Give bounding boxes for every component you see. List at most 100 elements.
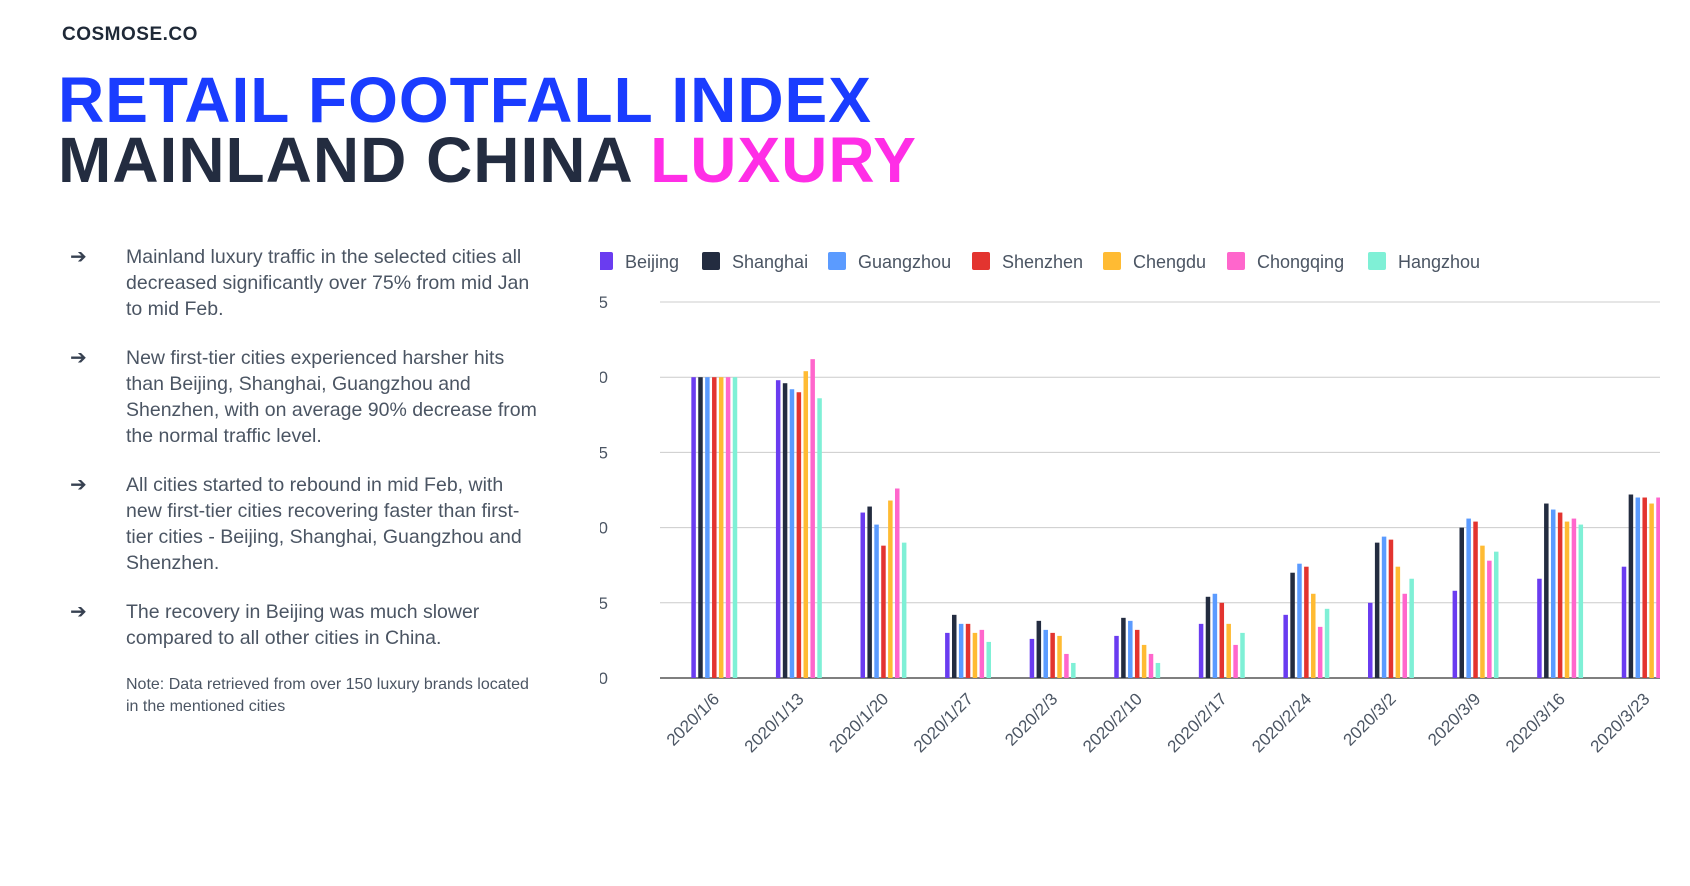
bar-hangzhou-2 (901, 542, 907, 678)
bar-chengdu-11 (1649, 503, 1654, 678)
bar-beijing-4 (1029, 638, 1035, 678)
bar-chengdu-2 (888, 500, 893, 678)
legend-label-shenzhen: Shenzhen (1002, 252, 1083, 272)
bar-chengdu-10 (1564, 521, 1570, 678)
bullet-item: ➔ All cities started to rebound in mid F… (70, 472, 540, 576)
bullet-list: ➔ Mainland luxury traffic in the selecte… (70, 244, 540, 718)
bar-shanghai-11 (1628, 494, 1634, 678)
bar-hangzhou-0 (732, 377, 738, 678)
bar-chongqing-3 (979, 629, 985, 678)
bar-guangzhou-10 (1550, 509, 1556, 678)
legend-swatch-shanghai (702, 252, 720, 270)
y-tick-label: 50 (600, 519, 608, 538)
legend-label-chongqing: Chongqing (1257, 252, 1344, 272)
bullet-text: The recovery in Beijing was much slower … (126, 601, 480, 649)
legend-swatch-hangzhou (1368, 252, 1386, 270)
bar-hangzhou-4 (1071, 662, 1076, 678)
bar-chengdu-9 (1480, 545, 1485, 678)
bar-beijing-2 (860, 512, 866, 678)
x-tick-label: 2020/2/17 (1164, 689, 1231, 756)
legend-swatch-guangzhou (828, 252, 846, 270)
bar-guangzhou-11 (1635, 497, 1641, 678)
legend-label-hangzhou: Hangzhou (1398, 252, 1480, 272)
title-line2-accent: LUXURY (650, 124, 917, 196)
legend-swatch-chongqing (1227, 252, 1245, 270)
bar-chengdu-8 (1395, 566, 1401, 678)
bar-guangzhou-9 (1466, 518, 1471, 678)
bar-beijing-8 (1368, 602, 1373, 678)
bar-beijing-1 (775, 380, 781, 678)
footnote: Note: Data retrieved from over 150 luxur… (126, 676, 529, 715)
bar-hangzhou-3 (986, 641, 991, 678)
bar-shanghai-9 (1459, 527, 1464, 678)
bar-shanghai-4 (1036, 620, 1042, 678)
bar-chengdu-5 (1141, 644, 1147, 678)
x-tick-label: 2020/3/16 (1502, 689, 1569, 756)
bar-chongqing-4 (1064, 653, 1069, 678)
bar-beijing-6 (1198, 623, 1204, 678)
y-tick-label: 75 (600, 443, 608, 462)
bar-chongqing-2 (895, 488, 900, 678)
y-tick-label: 125 (600, 293, 608, 312)
x-tick-label: 2020/2/3 (1001, 689, 1061, 749)
bullet-text: Mainland luxury traffic in the selected … (126, 246, 530, 320)
bar-beijing-11 (1621, 566, 1627, 678)
bar-chongqing-9 (1487, 560, 1492, 678)
arrow-right-icon: ➔ (70, 601, 87, 623)
bar-guangzhou-8 (1381, 536, 1387, 678)
bar-chongqing-5 (1148, 653, 1154, 678)
bar-chengdu-6 (1226, 623, 1231, 678)
bar-hangzhou-1 (817, 398, 822, 678)
bar-shanghai-3 (951, 614, 957, 678)
bar-shanghai-1 (782, 383, 788, 678)
bar-hangzhou-6 (1240, 632, 1245, 678)
bar-shenzhen-2 (881, 545, 886, 678)
bar-shanghai-2 (867, 506, 872, 678)
bar-guangzhou-2 (874, 524, 879, 678)
x-tick-label: 2020/3/23 (1587, 689, 1654, 756)
bar-shenzhen-11 (1642, 497, 1647, 678)
bar-chongqing-0 (725, 377, 731, 678)
bar-beijing-7 (1283, 614, 1288, 678)
bar-guangzhou-6 (1212, 593, 1218, 678)
footfall-bar-chart: Beijing Shanghai Guangzhou Shenzhen Chengdu C… (600, 252, 1660, 756)
page-title-line1: RETAIL FOOTFALL INDEX (58, 64, 872, 136)
y-tick-label: 0 (600, 669, 608, 688)
bar-chongqing-1 (810, 359, 815, 678)
bullet-item: ➔ New first-tier cities experienced hars… (70, 345, 540, 449)
bar-beijing-0 (691, 377, 696, 678)
legend-label-guangzhou: Guangzhou (858, 252, 951, 272)
arrow-right-icon: ➔ (70, 246, 87, 268)
bar-shenzhen-9 (1473, 521, 1478, 678)
bullet-item: ➔ Mainland luxury traffic in the selecte… (70, 244, 540, 322)
bar-shenzhen-0 (712, 377, 717, 678)
y-tick-label: 25 (600, 594, 608, 613)
bar-shenzhen-4 (1050, 632, 1055, 678)
x-tick-label: 2020/1/27 (910, 689, 977, 756)
bar-guangzhou-3 (958, 623, 964, 678)
bullet-text: All cities started to rebound in mid Feb… (126, 474, 522, 574)
bar-chongqing-8 (1402, 593, 1408, 678)
bar-hangzhou-10 (1578, 524, 1584, 678)
bar-chongqing-11 (1656, 497, 1660, 678)
legend-swatch-beijing (600, 252, 613, 270)
x-tick-label: 2020/3/9 (1424, 689, 1484, 749)
x-tick-label: 2020/1/20 (825, 689, 892, 756)
bar-chengdu-3 (972, 632, 978, 678)
bar-chengdu-1 (803, 371, 809, 678)
bar-hangzhou-8 (1409, 578, 1414, 678)
bar-shenzhen-6 (1219, 602, 1225, 678)
y-tick-label: 100 (600, 368, 608, 387)
bar-hangzhou-7 (1324, 608, 1330, 678)
arrow-right-icon: ➔ (70, 474, 87, 496)
legend-label-beijing: Beijing (625, 252, 679, 272)
x-tick-label: 2020/2/24 (1248, 689, 1315, 756)
bar-chengdu-7 (1311, 593, 1316, 678)
bar-beijing-3 (945, 632, 950, 678)
x-tick-label: 2020/2/10 (1079, 689, 1146, 756)
bar-shanghai-0 (698, 377, 703, 678)
bar-guangzhou-1 (789, 389, 795, 678)
bar-guangzhou-5 (1128, 620, 1133, 678)
bar-chongqing-6 (1233, 644, 1238, 678)
page-title-line2: MAINLAND CHINA LUXURY (58, 128, 917, 192)
